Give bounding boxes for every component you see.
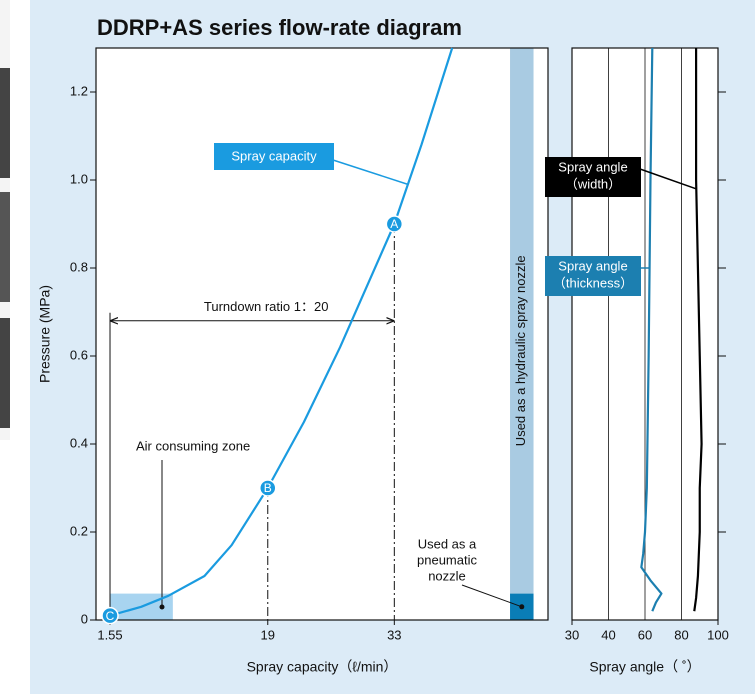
series-label: Spray angle — [558, 258, 627, 273]
point-label: C — [106, 609, 115, 623]
point-label: A — [390, 217, 398, 231]
leader-dot — [519, 604, 524, 609]
y-tick-label: 1.0 — [70, 171, 88, 186]
x-tick-label: 40 — [601, 627, 615, 642]
x-tick-label: 30 — [565, 627, 579, 642]
y-tick-label: 0.6 — [70, 347, 88, 362]
series-label: （width） — [565, 176, 621, 191]
y-tick-label: 0 — [81, 611, 88, 626]
chart: DDRP+AS series flow-rate diagram Spray c… — [0, 0, 755, 694]
chart-title: DDRP+AS series flow-rate diagram — [97, 15, 462, 40]
y-tick-label: 0.8 — [70, 259, 88, 274]
series-label: Spray angle — [558, 159, 627, 174]
x-tick-label: 19 — [261, 627, 275, 642]
zone-label: Used as a — [418, 536, 477, 551]
x-tick-label: 60 — [638, 627, 652, 642]
turndown-label: Turndown ratio 1：20 — [204, 299, 329, 314]
zone-label: Used as a hydraulic spray nozzle — [513, 255, 528, 446]
y-tick-label: 0.2 — [70, 523, 88, 538]
zone-label: pneumatic — [417, 552, 477, 567]
x-axis-label: Spray capacity（ℓ/min） — [247, 659, 398, 675]
y-tick-label: 0.4 — [70, 435, 88, 450]
x-tick-label: 33 — [387, 627, 401, 642]
side-thumb — [0, 68, 10, 178]
zone-label: Air consuming zone — [136, 438, 250, 453]
point-label: B — [264, 481, 272, 495]
side-thumb — [0, 192, 10, 302]
x-tick-label: 100 — [707, 627, 729, 642]
y-axis-label: Pressure (MPa) — [37, 285, 53, 383]
side-thumb — [0, 318, 10, 428]
plot-area — [96, 48, 548, 620]
x-tick-label: 80 — [674, 627, 688, 642]
x-axis-label: Spray angle（ ˚） — [589, 659, 700, 675]
page: {"chart_data":[ {"type":"line","title":"… — [0, 0, 755, 694]
x-tick-label: 1.55 — [97, 627, 122, 642]
series-label: Spray capacity — [231, 148, 317, 163]
zone-label: nozzle — [428, 568, 466, 583]
y-tick-label: 1.2 — [70, 83, 88, 98]
leader-dot — [160, 605, 165, 610]
series-label: （thickness） — [553, 275, 633, 290]
